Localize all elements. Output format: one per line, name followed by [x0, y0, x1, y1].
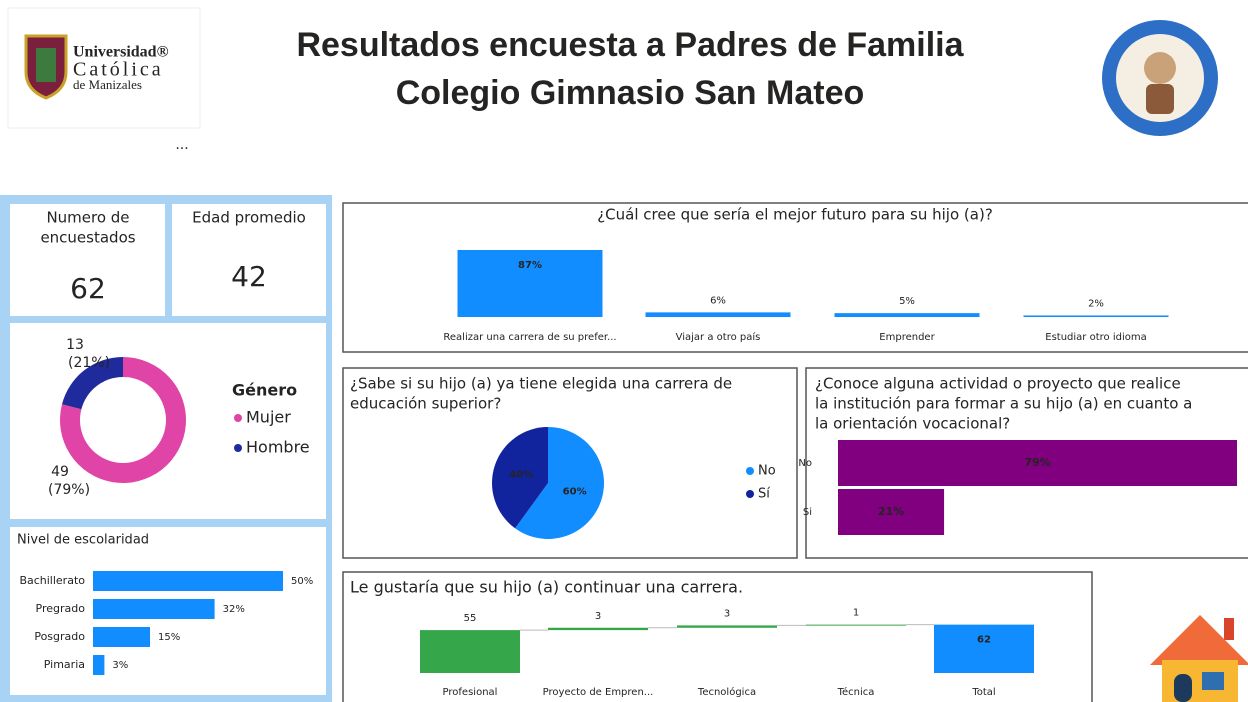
value-label: 55 — [464, 613, 477, 624]
legend-marker — [746, 467, 754, 475]
x-tick-label: Proyecto de Empren... — [543, 687, 654, 698]
more-options: ... — [175, 137, 188, 153]
seal — [1102, 20, 1218, 136]
value-label: 6% — [710, 295, 726, 306]
value-label: 2% — [1088, 298, 1104, 309]
value-label: 1 — [853, 608, 859, 619]
seal-figure — [1144, 52, 1176, 84]
bar — [646, 312, 791, 317]
logo-emblem — [36, 48, 56, 82]
chart-title: la institución para formar a su hijo (a)… — [815, 395, 1192, 413]
x-tick-label: Técnica — [837, 686, 875, 698]
value-label: 21% — [878, 505, 904, 518]
slice-count: 49 — [51, 464, 69, 480]
value-label: 3 — [724, 608, 730, 619]
card-label: encuestados — [40, 229, 135, 247]
page-title: Colegio Gimnasio San Mateo — [396, 74, 865, 112]
chart-title: Le gustaría que su hijo (a) continuar un… — [350, 578, 743, 597]
x-tick-label: Total — [971, 687, 995, 698]
value-label: 5% — [899, 296, 915, 307]
chart-title: ¿Cuál cree que sería el mejor futuro par… — [597, 206, 993, 224]
chart-title: ¿Sabe si su hijo (a) ya tiene elegida un… — [350, 375, 732, 393]
logo-text: de Manizales — [73, 77, 142, 92]
bar — [806, 625, 906, 626]
legend-title: Género — [232, 381, 297, 400]
chart-title: educación superior? — [350, 395, 501, 413]
value-label: 60% — [563, 487, 587, 498]
page-title: Resultados encuesta a Padres de Familia — [296, 26, 964, 64]
chart-title: la orientación vocacional? — [815, 415, 1010, 433]
bar — [420, 630, 520, 673]
bar — [934, 625, 1034, 673]
bar — [93, 571, 283, 591]
value-label: 62 — [977, 635, 991, 646]
legend-marker — [746, 490, 754, 498]
value-label: 50% — [291, 576, 313, 587]
slice-share: (79%) — [48, 482, 90, 498]
window — [1202, 672, 1224, 690]
value-label: 3% — [112, 660, 128, 671]
legend-marker — [234, 444, 242, 452]
bar — [677, 625, 777, 627]
slice-share: (21%) — [68, 355, 110, 371]
value-label: 15% — [158, 632, 180, 643]
card-value: 42 — [231, 260, 267, 293]
value-label: 79% — [1024, 456, 1050, 469]
legend-label: Mujer — [246, 408, 291, 427]
seal-figure-body — [1146, 84, 1174, 114]
bar — [1024, 315, 1169, 317]
x-tick-label: Viajar a otro país — [676, 331, 761, 343]
x-tick-label: Profesional — [443, 687, 498, 698]
bar — [93, 627, 150, 647]
x-tick-label: Estudiar otro idioma — [1045, 332, 1146, 343]
y-tick-label: Pregrado — [36, 602, 86, 615]
x-tick-label: Realizar una carrera de su prefer... — [443, 332, 616, 343]
value-label: 87% — [518, 260, 542, 271]
legend-label: No — [758, 464, 776, 479]
slice-count: 13 — [66, 337, 84, 353]
card-label: Edad promedio — [192, 209, 306, 227]
legend-label: Sí — [758, 487, 770, 502]
card-label: Numero de — [46, 209, 129, 227]
door — [1174, 674, 1192, 702]
y-tick-label: Pimaria — [44, 658, 85, 671]
value-label: 3 — [595, 611, 601, 622]
bar — [93, 655, 104, 675]
value-label: 40% — [509, 469, 533, 480]
bar — [835, 313, 980, 317]
y-tick-label: Si — [803, 507, 812, 518]
y-tick-label: Posgrado — [34, 630, 85, 643]
chart-title: ¿Conoce alguna actividad o proyecto que … — [815, 375, 1181, 393]
y-tick-label: Bachillerato — [19, 574, 85, 587]
chimney — [1224, 618, 1234, 640]
bar — [93, 599, 215, 619]
card-value: 62 — [70, 272, 106, 305]
legend-label: Hombre — [246, 438, 310, 457]
y-tick-label: No — [798, 458, 812, 469]
x-tick-label: Tecnológica — [697, 686, 756, 698]
walls — [1162, 660, 1238, 702]
value-label: 32% — [223, 604, 245, 615]
chart-title: Nivel de escolaridad — [17, 533, 149, 548]
bar — [548, 628, 648, 630]
dashboard: Resultados encuesta a Padres de Familia C… — [0, 0, 1248, 702]
legend-marker — [234, 414, 242, 422]
x-tick-label: Emprender — [879, 332, 935, 343]
